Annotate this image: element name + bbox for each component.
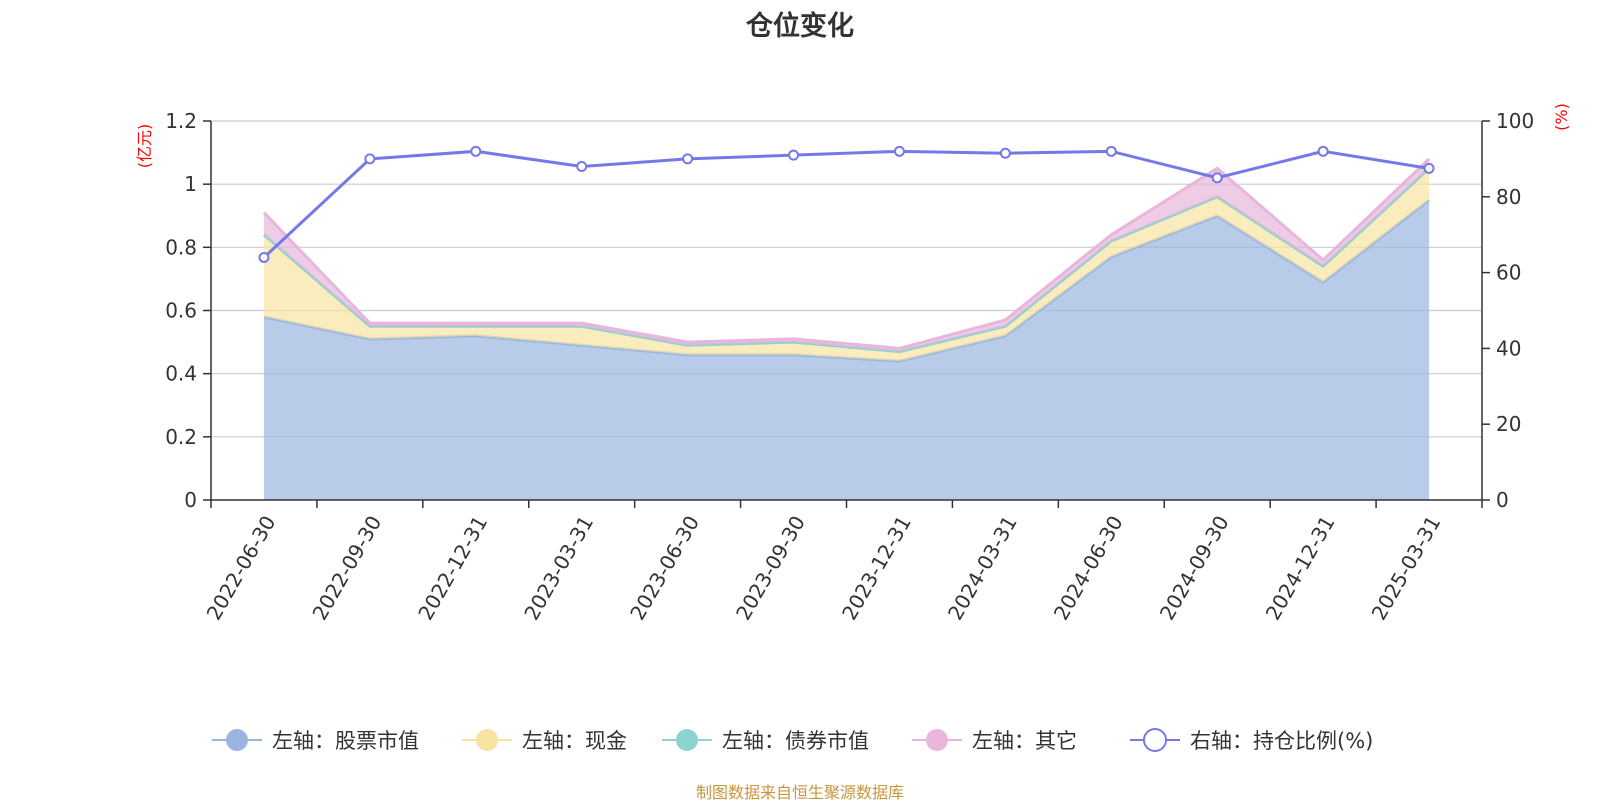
- position-ratio-point: [258, 251, 270, 263]
- x-tick-label: 2022-09-30: [307, 512, 386, 625]
- stock-value-area: [263, 199, 1430, 501]
- position-ratio-point: [1211, 172, 1223, 184]
- legend-marker: [476, 729, 498, 751]
- x-tick-label: 2023-12-31: [837, 512, 916, 625]
- position-ratio-point: [682, 153, 694, 165]
- legend-marker: [1143, 728, 1167, 752]
- right-axis-unit: (%): [1552, 103, 1571, 131]
- right-tick-label: 0: [1496, 488, 1509, 512]
- legend-label: 左轴：股票市值: [272, 729, 419, 753]
- area-series: [262, 157, 1431, 501]
- right-tick-label: 100: [1496, 109, 1534, 133]
- left-tick-label: 0.2: [165, 425, 197, 449]
- position-ratio-point: [1105, 145, 1117, 157]
- legend-bond-value: 左轴：债券市值: [662, 729, 869, 753]
- position-ratio-point: [999, 147, 1011, 159]
- right-tick-label: 60: [1496, 261, 1521, 285]
- x-tick-label: 2024-03-31: [943, 512, 1022, 625]
- position-ratio-point: [1317, 145, 1329, 157]
- legend-cash: 左轴：现金: [462, 729, 627, 753]
- x-tick-label: 2024-09-30: [1155, 512, 1234, 625]
- right-tick-label: 80: [1496, 185, 1521, 209]
- left-tick-label: 1.2: [165, 109, 197, 133]
- legend-marker: [226, 729, 248, 751]
- left-axis-unit: (亿元): [135, 124, 154, 169]
- x-tick-label: 2023-06-30: [625, 512, 704, 625]
- legend-other: 左轴：其它: [912, 729, 1077, 753]
- x-tick-label: 2023-03-31: [519, 512, 598, 625]
- position-ratio-point: [788, 149, 800, 161]
- left-tick-label: 0.6: [165, 299, 197, 323]
- position-ratio-point: [1423, 162, 1435, 174]
- ratio-line-series: [258, 145, 1435, 263]
- legend: 左轴：股票市值 左轴：现金 左轴：债券市值 左轴：其它 右轴：持仓比例(%): [212, 728, 1373, 753]
- x-tick-label: 2024-06-30: [1049, 512, 1128, 625]
- left-tick-label: 0.8: [165, 235, 197, 259]
- legend-marker: [926, 729, 948, 751]
- legend-label: 左轴：债券市值: [722, 729, 869, 753]
- chart-title: 仓位变化: [746, 11, 854, 42]
- position-ratio-point: [576, 160, 588, 172]
- other-area-line: [262, 157, 1431, 350]
- left-tick-label: 0: [184, 488, 197, 512]
- legend-position-ratio: 右轴：持仓比例(%): [1130, 728, 1373, 753]
- legend-stock-value: 左轴：股票市值: [212, 729, 419, 753]
- x-tick-label: 2024-12-31: [1261, 512, 1340, 625]
- right-tick-label: 20: [1496, 412, 1521, 436]
- position-ratio-point: [364, 153, 376, 165]
- right-tick-label: 40: [1496, 336, 1521, 360]
- left-tick-label: 1: [184, 172, 197, 196]
- legend-label: 左轴：现金: [522, 729, 627, 753]
- source-note: 制图数据来自恒生聚源数据库: [695, 783, 904, 802]
- left-tick-label: 0.4: [165, 362, 197, 386]
- legend-label: 右轴：持仓比例(%): [1190, 729, 1373, 753]
- position-ratio-line: [262, 149, 1430, 259]
- legend-label: 左轴：其它: [972, 729, 1077, 753]
- x-tick-label: 2022-06-30: [202, 512, 281, 625]
- position-ratio-point: [470, 145, 482, 157]
- x-tick-label: 2023-09-30: [731, 512, 810, 625]
- position-ratio-point: [893, 145, 905, 157]
- legend-marker: [676, 729, 698, 751]
- x-tick-label: 2025-03-31: [1367, 512, 1446, 625]
- x-tick-label: 2022-12-31: [413, 511, 492, 624]
